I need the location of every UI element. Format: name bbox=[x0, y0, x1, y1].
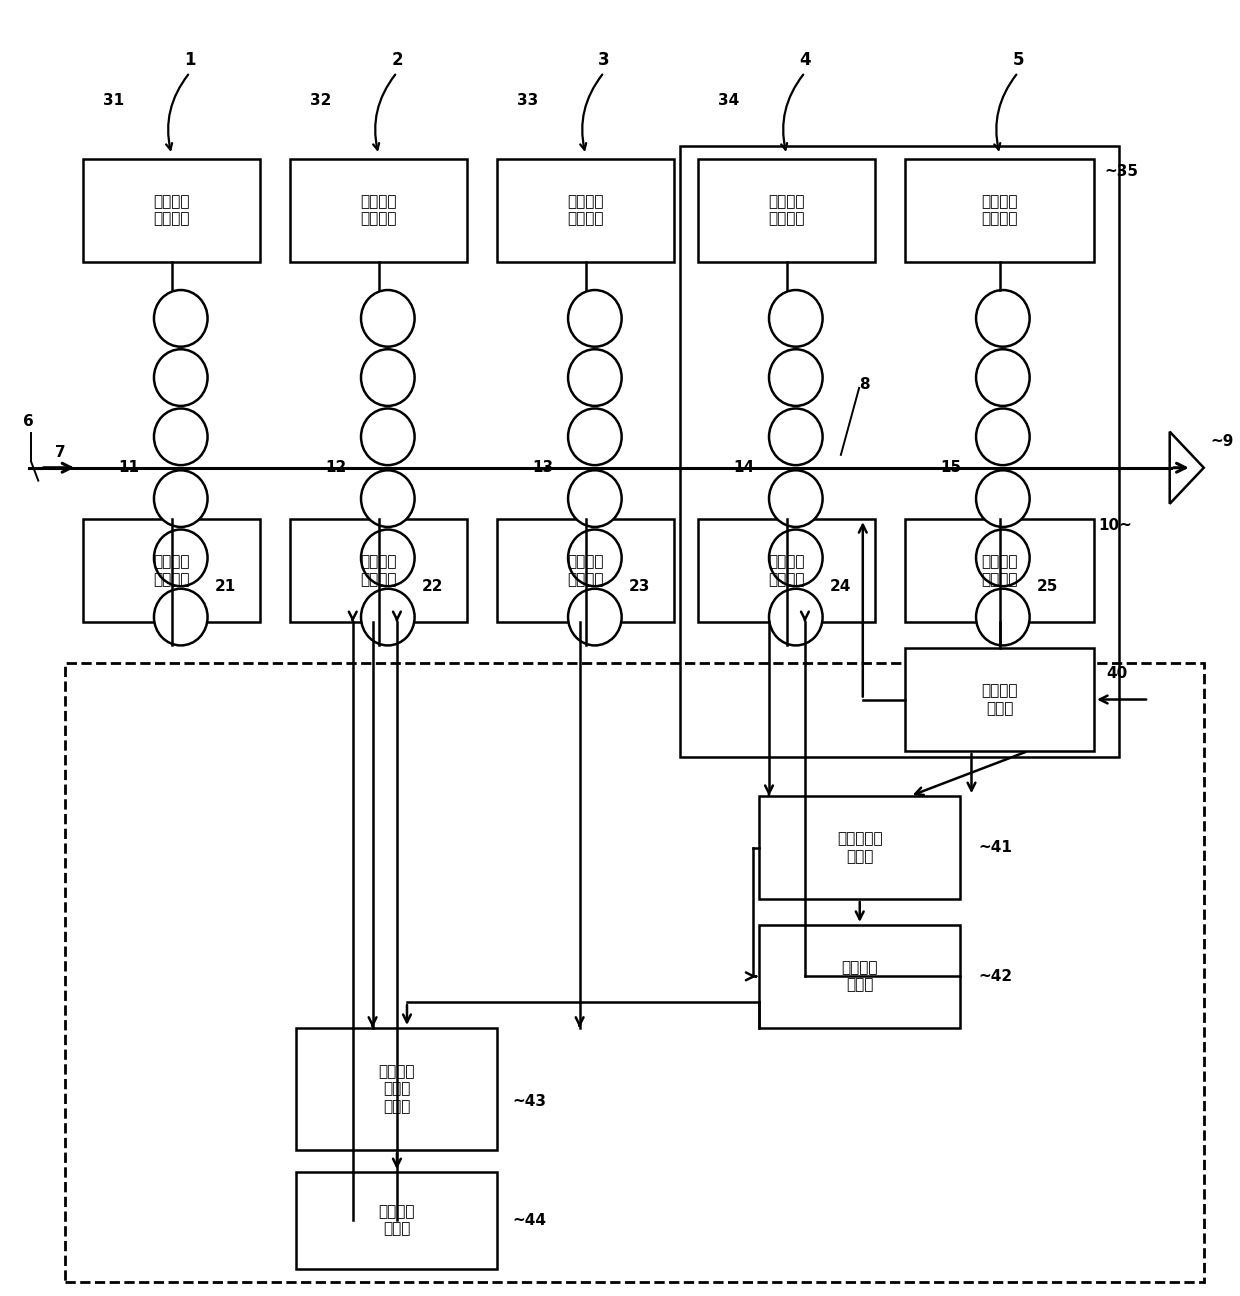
Circle shape bbox=[361, 408, 414, 465]
Text: ~35: ~35 bbox=[1104, 165, 1138, 179]
Text: 第二速度
控制装置: 第二速度 控制装置 bbox=[361, 555, 397, 587]
Text: ~41: ~41 bbox=[978, 840, 1012, 855]
Text: 12: 12 bbox=[325, 460, 346, 476]
Circle shape bbox=[154, 408, 207, 465]
Text: 21: 21 bbox=[215, 579, 236, 594]
Text: 质量流板厚
计算部: 质量流板厚 计算部 bbox=[837, 832, 883, 864]
Circle shape bbox=[976, 588, 1029, 645]
Text: 22: 22 bbox=[422, 579, 444, 594]
Text: 第一速度
控制装置: 第一速度 控制装置 bbox=[154, 555, 190, 587]
Circle shape bbox=[154, 470, 207, 527]
Text: 第四速度
控制装置: 第四速度 控制装置 bbox=[769, 555, 805, 587]
FancyBboxPatch shape bbox=[905, 648, 1094, 750]
Text: 第五压下
控制装置: 第五压下 控制装置 bbox=[982, 194, 1018, 227]
FancyBboxPatch shape bbox=[83, 520, 260, 622]
FancyBboxPatch shape bbox=[296, 1028, 497, 1150]
Text: ~43: ~43 bbox=[512, 1094, 546, 1109]
Text: 第五速度
控制装置: 第五速度 控制装置 bbox=[982, 555, 1018, 587]
Circle shape bbox=[976, 530, 1029, 586]
Text: 第二板厚
控制部: 第二板厚 控制部 bbox=[842, 960, 878, 993]
Circle shape bbox=[568, 470, 621, 527]
Text: ~42: ~42 bbox=[978, 969, 1013, 984]
Circle shape bbox=[976, 349, 1029, 406]
Circle shape bbox=[154, 349, 207, 406]
Circle shape bbox=[769, 349, 822, 406]
Text: 第一压下
控制装置: 第一压下 控制装置 bbox=[154, 194, 190, 227]
Circle shape bbox=[154, 290, 207, 347]
Circle shape bbox=[976, 408, 1029, 465]
FancyBboxPatch shape bbox=[905, 520, 1094, 622]
Text: 5: 5 bbox=[1012, 51, 1024, 69]
Circle shape bbox=[976, 290, 1029, 347]
FancyBboxPatch shape bbox=[497, 520, 675, 622]
Text: 8: 8 bbox=[859, 377, 869, 391]
Text: 24: 24 bbox=[830, 579, 852, 594]
Text: 31: 31 bbox=[103, 93, 124, 109]
Text: 7: 7 bbox=[56, 445, 66, 460]
FancyBboxPatch shape bbox=[905, 158, 1094, 262]
Circle shape bbox=[769, 408, 822, 465]
Circle shape bbox=[361, 470, 414, 527]
Text: 第三压下
控制装置: 第三压下 控制装置 bbox=[568, 194, 604, 227]
Text: 33: 33 bbox=[517, 93, 538, 109]
Text: 第三速度
控制装置: 第三速度 控制装置 bbox=[568, 555, 604, 587]
Circle shape bbox=[361, 588, 414, 645]
FancyBboxPatch shape bbox=[698, 158, 875, 262]
Text: 34: 34 bbox=[718, 93, 739, 109]
FancyBboxPatch shape bbox=[759, 796, 960, 899]
FancyBboxPatch shape bbox=[497, 158, 675, 262]
Text: 4: 4 bbox=[799, 51, 811, 69]
Text: 机架入口
侧板厚
计算部: 机架入口 侧板厚 计算部 bbox=[378, 1064, 415, 1115]
Circle shape bbox=[361, 349, 414, 406]
FancyBboxPatch shape bbox=[698, 520, 875, 622]
Circle shape bbox=[769, 290, 822, 347]
Circle shape bbox=[769, 530, 822, 586]
FancyBboxPatch shape bbox=[759, 925, 960, 1028]
Text: 第一板厚
控制部: 第一板厚 控制部 bbox=[982, 683, 1018, 715]
Text: 25: 25 bbox=[1037, 579, 1058, 594]
Circle shape bbox=[568, 290, 621, 347]
Circle shape bbox=[568, 588, 621, 645]
FancyBboxPatch shape bbox=[290, 520, 467, 622]
Text: 14: 14 bbox=[733, 460, 754, 476]
Text: 13: 13 bbox=[532, 460, 553, 476]
Text: 40: 40 bbox=[1106, 666, 1127, 682]
Text: 23: 23 bbox=[629, 579, 650, 594]
Text: 32: 32 bbox=[310, 93, 331, 109]
FancyBboxPatch shape bbox=[296, 1172, 497, 1269]
Circle shape bbox=[976, 470, 1029, 527]
Text: 15: 15 bbox=[940, 460, 961, 476]
Circle shape bbox=[568, 408, 621, 465]
Circle shape bbox=[769, 588, 822, 645]
Text: 6: 6 bbox=[24, 415, 33, 429]
Text: ~9: ~9 bbox=[1210, 434, 1234, 450]
Text: ~44: ~44 bbox=[512, 1213, 546, 1227]
Circle shape bbox=[568, 349, 621, 406]
Text: 3: 3 bbox=[598, 51, 610, 69]
Circle shape bbox=[361, 530, 414, 586]
Text: 2: 2 bbox=[391, 51, 403, 69]
Circle shape bbox=[154, 530, 207, 586]
Circle shape bbox=[361, 290, 414, 347]
FancyBboxPatch shape bbox=[290, 158, 467, 262]
Text: 10~: 10~ bbox=[1097, 518, 1132, 533]
Text: 第四压下
控制装置: 第四压下 控制装置 bbox=[769, 194, 805, 227]
Text: 第二压下
控制装置: 第二压下 控制装置 bbox=[361, 194, 397, 227]
Circle shape bbox=[154, 588, 207, 645]
Text: 第三板厚
控制部: 第三板厚 控制部 bbox=[378, 1204, 415, 1236]
FancyBboxPatch shape bbox=[83, 158, 260, 262]
Text: 1: 1 bbox=[185, 51, 196, 69]
Circle shape bbox=[568, 530, 621, 586]
Text: 11: 11 bbox=[118, 460, 139, 476]
Circle shape bbox=[769, 470, 822, 527]
